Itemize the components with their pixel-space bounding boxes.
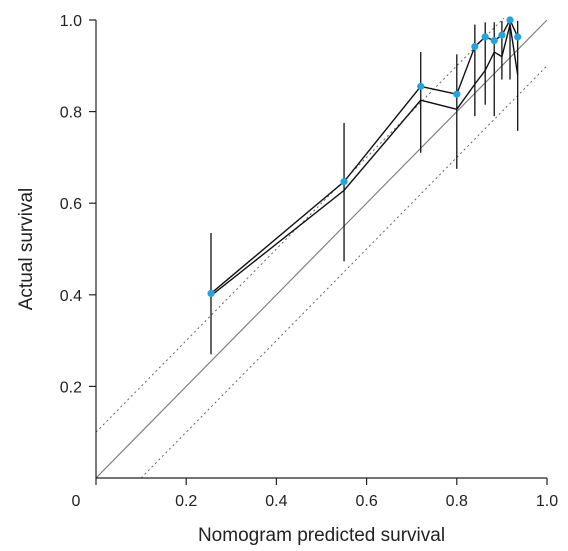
x-tick-label: 0.2 xyxy=(175,493,197,510)
x-axis-title: Nomogram predicted survival xyxy=(198,525,445,546)
plot-area xyxy=(96,16,548,478)
corrected-curve xyxy=(210,24,519,297)
data-point xyxy=(471,42,479,51)
y-tick-label: 0.2 xyxy=(60,379,82,396)
axes xyxy=(95,20,547,479)
x-tick-label: 0 xyxy=(72,493,81,510)
data-point xyxy=(417,82,425,91)
ideal-reference-line xyxy=(96,19,548,478)
data-point xyxy=(514,33,522,41)
x-tick-label: 0.8 xyxy=(446,493,468,510)
y-axis-title: Actual survival xyxy=(16,188,37,311)
x-axis-ticks: 0 0.2 0.4 0.6 0.8 1.0 xyxy=(72,478,558,510)
plot-inner xyxy=(96,18,548,478)
observed-curve xyxy=(210,18,519,294)
x-tick-label: 0.6 xyxy=(355,493,377,510)
y-tick-label: 0.4 xyxy=(60,288,82,305)
lower-tolerance-line xyxy=(140,65,548,478)
data-point xyxy=(481,33,489,41)
data-point xyxy=(506,16,514,24)
upper-tolerance-line xyxy=(96,18,505,433)
x-tick-label: 1.0 xyxy=(536,493,558,510)
y-axis-ticks: 0.2 0.4 0.6 0.8 1.0 xyxy=(60,13,96,396)
data-point xyxy=(207,289,215,298)
data-point xyxy=(490,37,498,45)
data-point xyxy=(453,90,461,98)
data-point xyxy=(340,178,348,186)
data-point xyxy=(498,31,506,39)
x-tick-label: 0.4 xyxy=(265,493,287,510)
y-tick-label: 1.0 xyxy=(60,13,82,30)
y-tick-label: 0.8 xyxy=(60,105,82,122)
y-tick-label: 0.6 xyxy=(60,196,82,213)
